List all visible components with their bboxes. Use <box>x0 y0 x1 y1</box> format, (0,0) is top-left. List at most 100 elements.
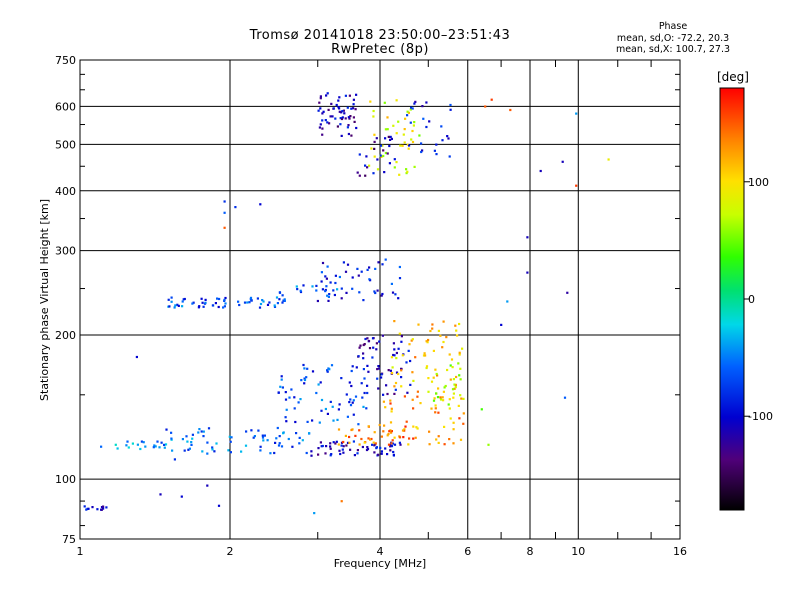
data-point <box>447 403 450 406</box>
data-point <box>400 369 403 372</box>
data-point <box>269 452 272 455</box>
data-point <box>346 263 350 266</box>
data-point <box>442 340 445 344</box>
data-point <box>387 432 390 436</box>
data-point <box>278 298 281 301</box>
data-point <box>313 512 316 515</box>
data-point <box>563 396 567 399</box>
data-point <box>383 171 386 174</box>
data-point <box>394 388 397 391</box>
data-point <box>352 107 355 110</box>
data-point <box>416 390 419 393</box>
data-point <box>339 117 342 120</box>
data-point <box>432 399 436 402</box>
data-point <box>397 372 400 376</box>
data-point <box>452 428 455 431</box>
data-point <box>430 380 434 383</box>
data-point <box>256 297 259 300</box>
data-point <box>378 340 381 343</box>
data-point <box>449 417 452 420</box>
data-point <box>389 138 392 141</box>
data-point <box>358 429 361 432</box>
data-point <box>261 299 264 302</box>
data-point <box>452 396 455 399</box>
plot-frame <box>79 59 681 540</box>
data-point <box>366 268 369 271</box>
data-point <box>365 155 368 158</box>
data-point <box>158 446 161 449</box>
data-point <box>436 396 440 399</box>
data-point <box>380 376 383 379</box>
data-point <box>575 184 578 187</box>
data-point <box>339 452 342 456</box>
data-point <box>411 140 415 144</box>
data-point <box>366 166 369 169</box>
data-point <box>331 115 334 118</box>
data-point <box>328 293 331 296</box>
data-point <box>329 442 332 445</box>
data-point <box>274 441 277 444</box>
data-point <box>367 339 371 343</box>
data-point <box>131 442 134 445</box>
data-point <box>324 275 327 278</box>
data-point <box>374 291 377 295</box>
data-point <box>386 152 389 155</box>
data-point <box>160 441 163 444</box>
data-point <box>437 435 440 438</box>
data-point <box>439 396 442 399</box>
data-point <box>324 452 327 455</box>
data-point <box>338 110 341 113</box>
data-point <box>357 274 360 277</box>
data-point <box>206 452 209 455</box>
data-point <box>386 116 389 119</box>
y-tick-label: 75 <box>62 533 76 546</box>
x-tick-label: 8 <box>527 545 534 558</box>
data-point <box>421 105 424 108</box>
data-point <box>356 171 359 174</box>
phase-stats-o-mode: mean, sd,O: -72.2, 20.3 <box>616 33 730 44</box>
x-tick-label: 4 <box>377 545 384 558</box>
data-point <box>321 288 324 291</box>
data-point <box>390 445 394 448</box>
phase-stats-x-mode: mean, sd,X: 100.7, 27.3 <box>615 44 731 55</box>
data-point <box>446 368 449 372</box>
data-point <box>320 398 324 402</box>
data-point <box>411 129 414 133</box>
data-point <box>291 445 294 448</box>
x-axis-tick-labels: 1 2 4 6 8 10 16 <box>77 545 688 558</box>
data-point <box>387 369 390 372</box>
data-point <box>211 304 214 307</box>
data-point <box>425 365 429 368</box>
data-point <box>348 441 351 444</box>
data-point <box>171 449 174 452</box>
data-point <box>407 111 410 114</box>
data-point <box>449 108 452 111</box>
data-point <box>215 442 218 445</box>
data-point <box>337 106 340 109</box>
data-point <box>337 443 340 446</box>
data-point <box>561 160 564 163</box>
data-point <box>326 121 329 124</box>
data-point <box>427 377 430 380</box>
data-point <box>202 305 205 308</box>
data-point <box>434 407 437 410</box>
data-point <box>480 408 483 411</box>
data-point <box>413 121 416 124</box>
data-point <box>461 347 464 350</box>
data-point <box>354 395 358 398</box>
data-point <box>354 108 357 111</box>
data-point <box>391 371 394 375</box>
data-point <box>445 336 448 339</box>
data-point <box>296 288 299 291</box>
data-point <box>299 290 303 294</box>
data-point <box>299 289 302 292</box>
data-point <box>344 434 347 437</box>
data-point <box>425 340 428 343</box>
data-point <box>389 445 392 448</box>
data-point <box>261 436 265 439</box>
data-point <box>435 372 438 376</box>
data-point <box>420 142 423 145</box>
data-point <box>338 403 341 406</box>
data-point <box>381 292 384 296</box>
data-point <box>340 117 344 121</box>
